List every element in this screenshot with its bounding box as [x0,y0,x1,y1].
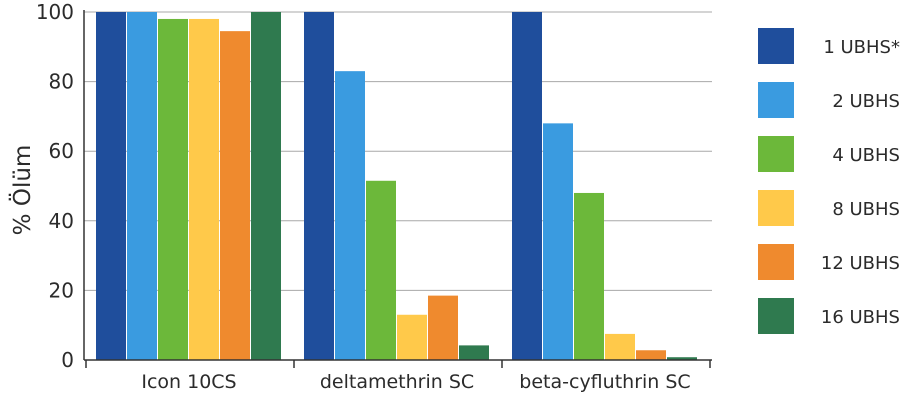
legend-label: 2 UBHS [832,91,900,112]
x-category-label: Icon 10CS [141,371,236,393]
legend-label: 8 UBHS [832,199,900,220]
bars [96,12,697,361]
bar [459,345,489,360]
bar [428,295,458,360]
legend-swatch [758,82,794,118]
legend-label: 4 UBHS [832,145,900,166]
legend: 1 UBHS* 2 UBHS 4 UBHS 8 UBHS 12 UBHS 16 UBHS [758,28,900,334]
axes [83,10,712,368]
bar [304,12,334,360]
legend-swatch [758,28,794,64]
bar [543,123,573,360]
bar [335,71,365,360]
y-tick-labels: 0 20 40 60 80 100 [36,0,74,372]
bar [605,333,635,360]
x-category-label: deltamethrin SC [320,371,474,393]
bar [251,12,281,360]
y-tick-label: 100 [36,0,74,24]
y-tick-label: 20 [49,278,74,302]
x-category-label: beta-cyfluthrin SC [519,371,690,393]
bar [397,314,427,360]
legend-swatch [758,190,794,226]
y-tick-label: 0 [61,348,74,372]
y-axis-title: % Ölüm [8,145,36,236]
legend-swatch [758,136,794,172]
bar [220,31,250,360]
y-tick-label: 60 [49,139,74,163]
bar [667,357,697,360]
x-category-labels: Icon 10CS deltamethrin SC beta-cyfluthrin … [141,371,690,393]
bar [158,18,188,361]
y-tick-label: 40 [49,209,74,233]
legend-label: 12 UBHS [821,253,900,274]
y-tick-label: 80 [49,70,74,94]
bar [127,12,157,360]
bar [636,350,666,360]
bar [366,180,396,360]
bar [189,18,219,361]
legend-label: 1 UBHS* [823,37,900,58]
bar [512,12,542,360]
legend-swatch [758,244,794,280]
legend-swatch [758,298,794,334]
bar [574,192,604,360]
bar [96,12,126,360]
legend-label: 16 UBHS [821,307,900,328]
